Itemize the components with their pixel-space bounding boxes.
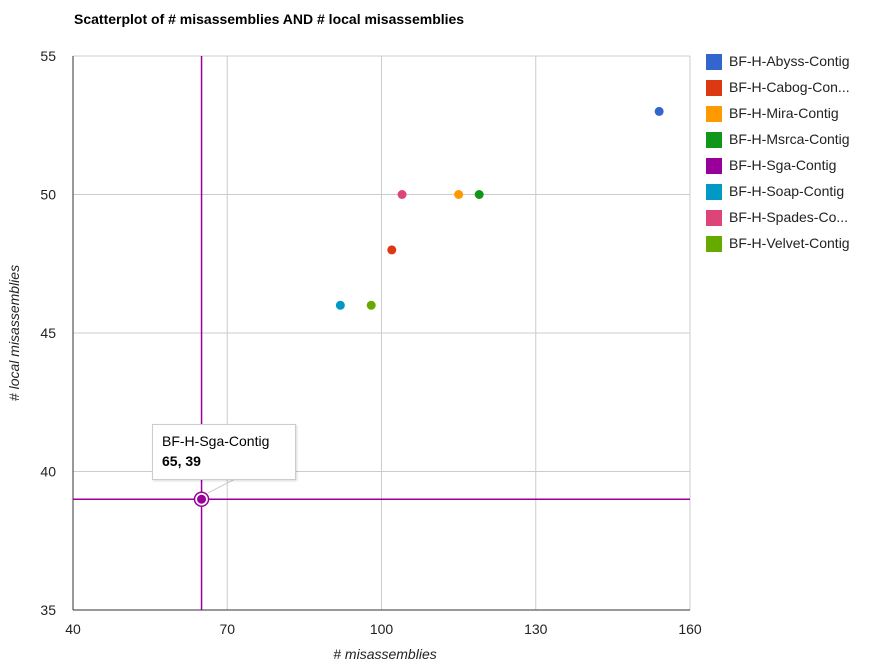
- data-point[interactable]: [335, 300, 345, 310]
- legend-swatch: [706, 236, 722, 252]
- x-tick-label: 130: [524, 621, 548, 637]
- legend-label: BF-H-Spades-Co...: [729, 209, 849, 225]
- tooltip-pointer: [207, 477, 238, 494]
- data-point[interactable]: [654, 106, 664, 116]
- x-tick-label: 100: [370, 621, 394, 637]
- legend-label: BF-H-Mira-Contig: [729, 105, 839, 121]
- gridlines: [73, 55, 691, 610]
- x-tick-label: 160: [678, 621, 702, 637]
- legend-label: BF-H-Cabog-Con...: [729, 79, 850, 95]
- legend-swatch: [706, 132, 722, 148]
- legend-swatch: [706, 210, 722, 226]
- legend-label: BF-H-Velvet-Contig: [729, 235, 850, 251]
- y-tick-label: 50: [40, 187, 56, 203]
- legend-swatch: [706, 54, 722, 70]
- legend-swatch: [706, 158, 722, 174]
- legend-label: BF-H-Abyss-Contig: [729, 53, 850, 69]
- legend-label: BF-H-Sga-Contig: [729, 157, 837, 173]
- y-axis-title: # local misassemblies: [6, 265, 22, 401]
- data-point[interactable]: [197, 494, 207, 504]
- y-tick-label: 55: [40, 48, 56, 64]
- axes: [72, 56, 690, 611]
- data-point[interactable]: [397, 190, 407, 199]
- legend-swatch: [706, 106, 722, 122]
- tooltip-value: 65, 39: [162, 453, 201, 469]
- point-tooltip: BF-H-Sga-Contig 65, 39: [152, 424, 296, 480]
- x-tick-label: 40: [65, 621, 81, 637]
- y-tick-label: 35: [40, 602, 56, 618]
- data-point[interactable]: [454, 190, 464, 199]
- x-tick-label: 70: [219, 621, 235, 637]
- y-tick-label: 45: [40, 325, 56, 341]
- data-points[interactable]: [193, 106, 664, 507]
- legend-label: BF-H-Msrca-Contig: [729, 131, 850, 147]
- axis-labels: 40 70 100 130 160 35 40 45 50 55: [40, 48, 701, 637]
- legend-swatch: [706, 184, 722, 200]
- tooltip-series-name: BF-H-Sga-Contig: [162, 433, 270, 449]
- legend-label: BF-H-Soap-Contig: [729, 183, 845, 199]
- data-point[interactable]: [366, 300, 376, 310]
- y-tick-label: 40: [40, 464, 56, 480]
- chart-title: Scatterplot of # misassemblies AND # loc…: [74, 11, 465, 27]
- legend-swatch: [706, 80, 722, 96]
- x-axis-title: # misassemblies: [333, 646, 436, 662]
- data-point[interactable]: [387, 245, 397, 255]
- data-point[interactable]: [474, 190, 484, 199]
